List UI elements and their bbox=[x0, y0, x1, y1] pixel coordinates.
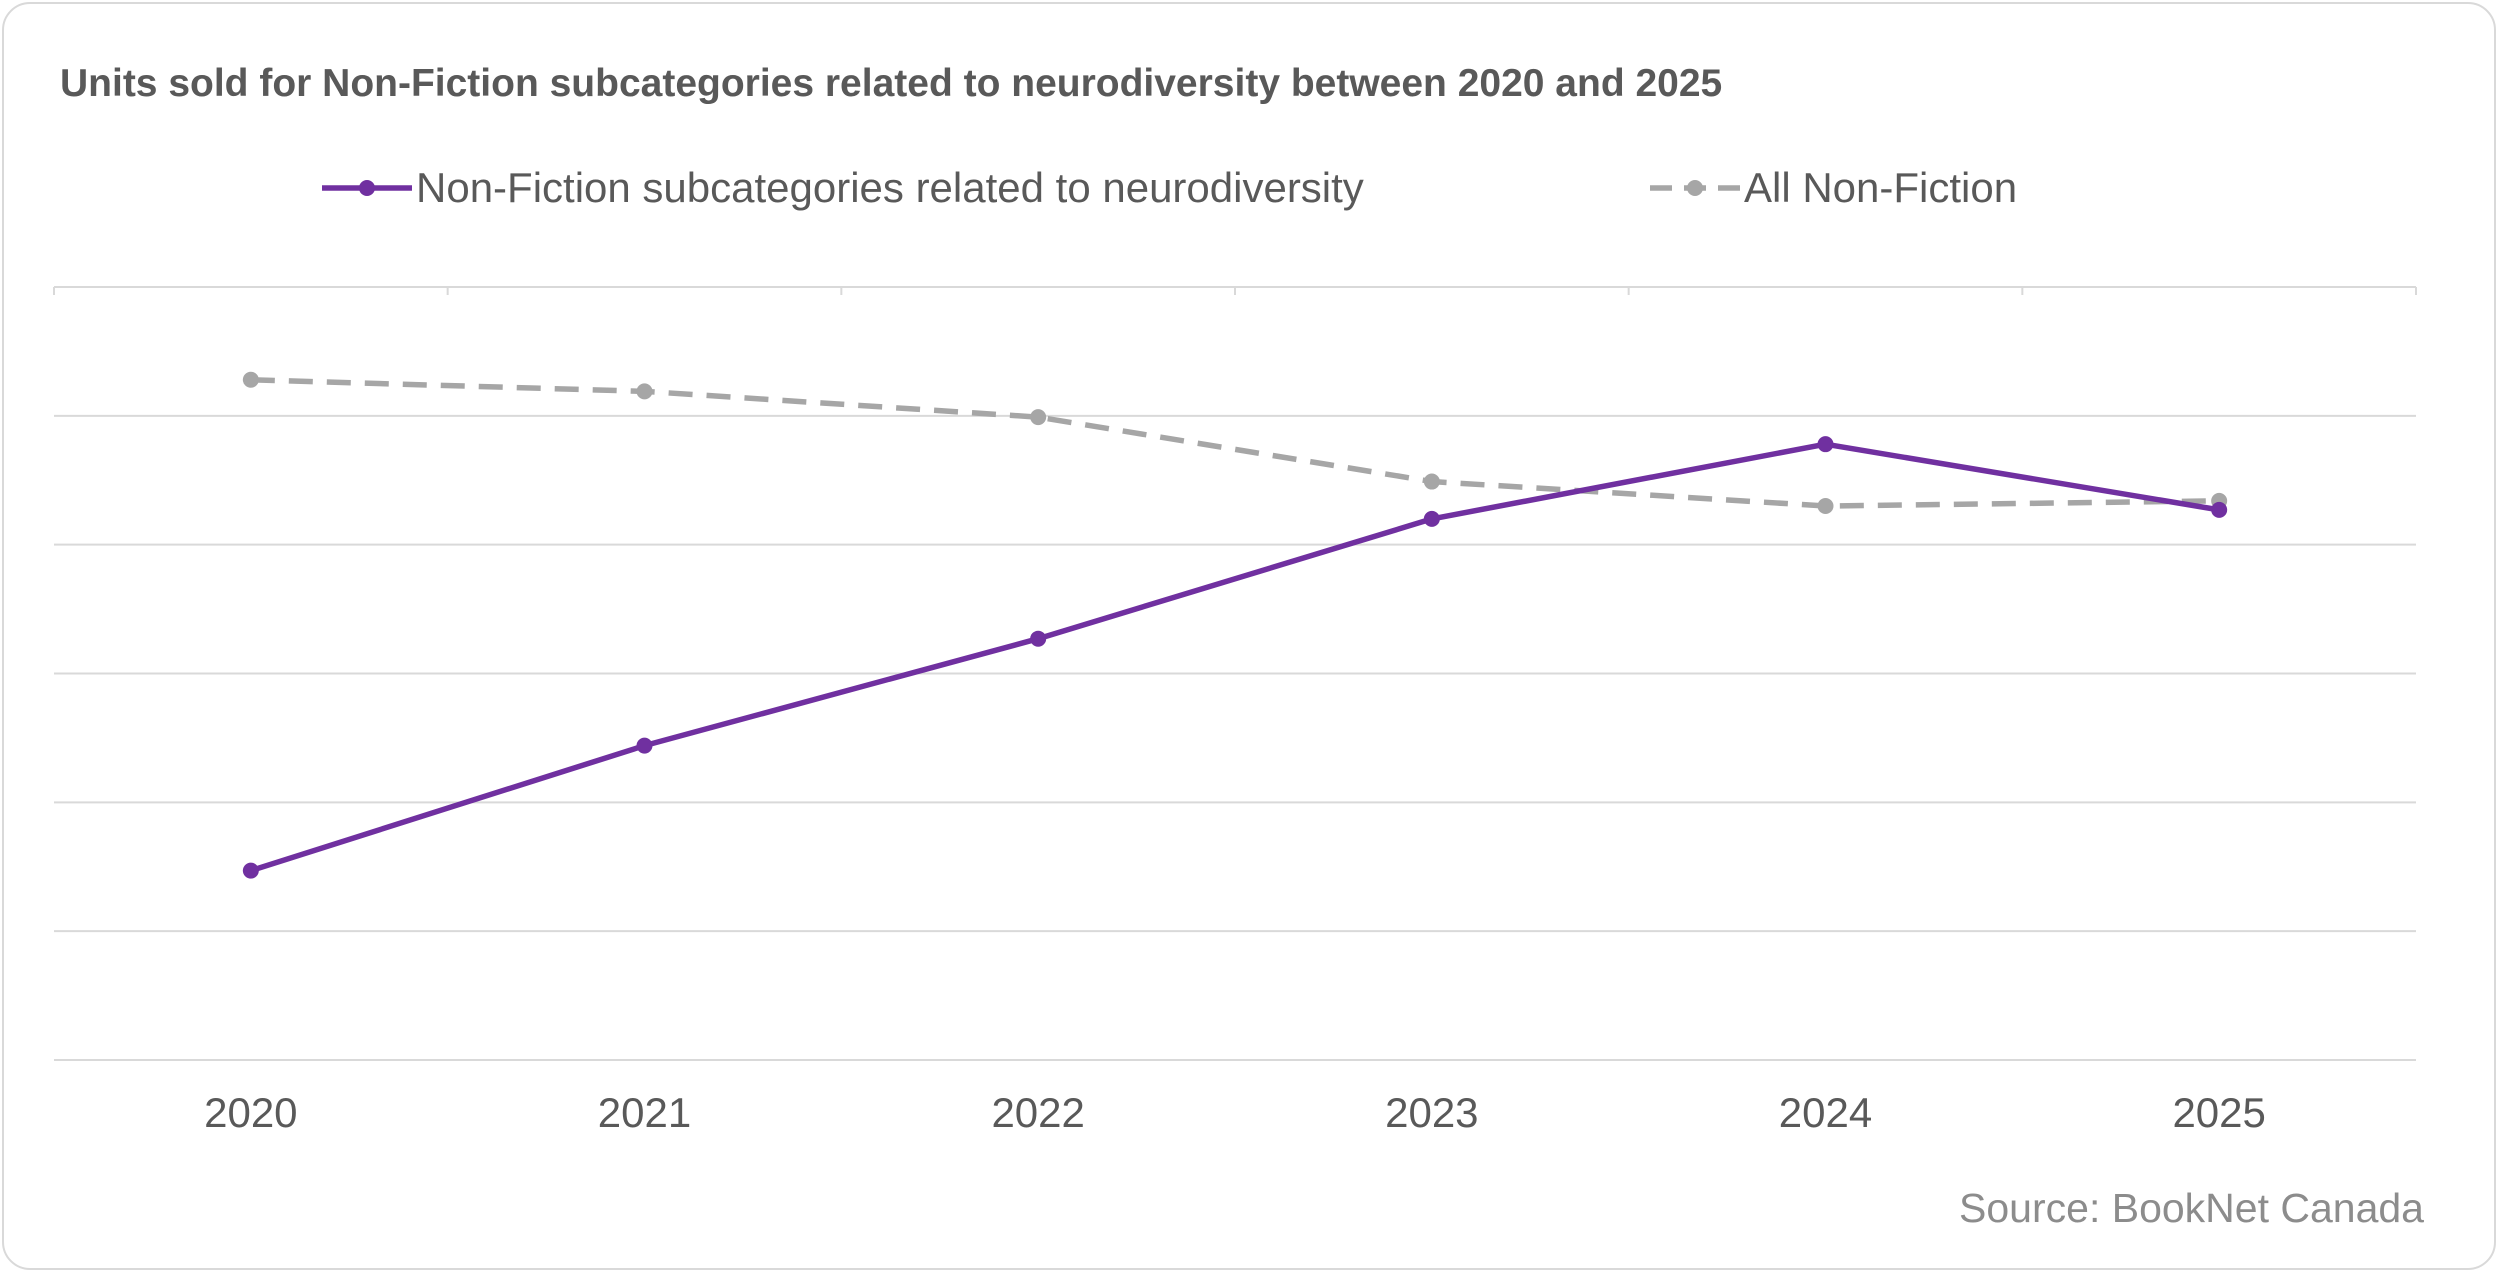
x-axis-labels: 2020 2021 2022 2023 2024 2025 bbox=[204, 1089, 2266, 1136]
x-tick-label: 2022 bbox=[991, 1089, 1084, 1136]
legend-swatch-marker bbox=[359, 180, 375, 196]
x-tick-label: 2021 bbox=[598, 1089, 691, 1136]
series-neurodiversity bbox=[242, 436, 2228, 879]
data-point bbox=[1423, 510, 1440, 527]
data-point bbox=[242, 371, 259, 388]
legend-item: All Non-Fiction bbox=[1650, 164, 2017, 211]
chart-title: Units sold for Non-Fiction subcategories… bbox=[60, 62, 1722, 105]
data-point bbox=[1030, 630, 1047, 647]
x-tick-label: 2020 bbox=[204, 1089, 297, 1136]
legend-label: Non-Fiction subcategories related to neu… bbox=[416, 164, 1364, 211]
legend-item: Non-Fiction subcategories related to neu… bbox=[322, 164, 1364, 211]
series-all-non-fiction bbox=[242, 371, 2228, 515]
x-tick-label: 2024 bbox=[1779, 1089, 1872, 1136]
data-point bbox=[1817, 436, 1834, 453]
data-point bbox=[1817, 498, 1834, 515]
data-point bbox=[242, 862, 259, 879]
gridlines bbox=[53, 286, 2417, 1061]
data-point bbox=[2211, 501, 2228, 518]
data-point bbox=[1423, 473, 1440, 490]
legend: Non-Fiction subcategories related to neu… bbox=[322, 164, 2017, 211]
legend-label: All Non-Fiction bbox=[1744, 164, 2017, 211]
x-tick-label: 2023 bbox=[1385, 1089, 1478, 1136]
data-point bbox=[1030, 409, 1047, 426]
series-line bbox=[250, 377, 2220, 509]
data-point bbox=[636, 737, 653, 754]
x-tick-label: 2025 bbox=[2172, 1089, 2265, 1136]
series-group bbox=[242, 371, 2228, 879]
data-point bbox=[636, 383, 653, 400]
legend-swatch-marker bbox=[1687, 180, 1703, 196]
source-note: Source: BookNet Canada bbox=[1959, 1185, 2424, 1231]
series-line bbox=[250, 441, 2220, 874]
